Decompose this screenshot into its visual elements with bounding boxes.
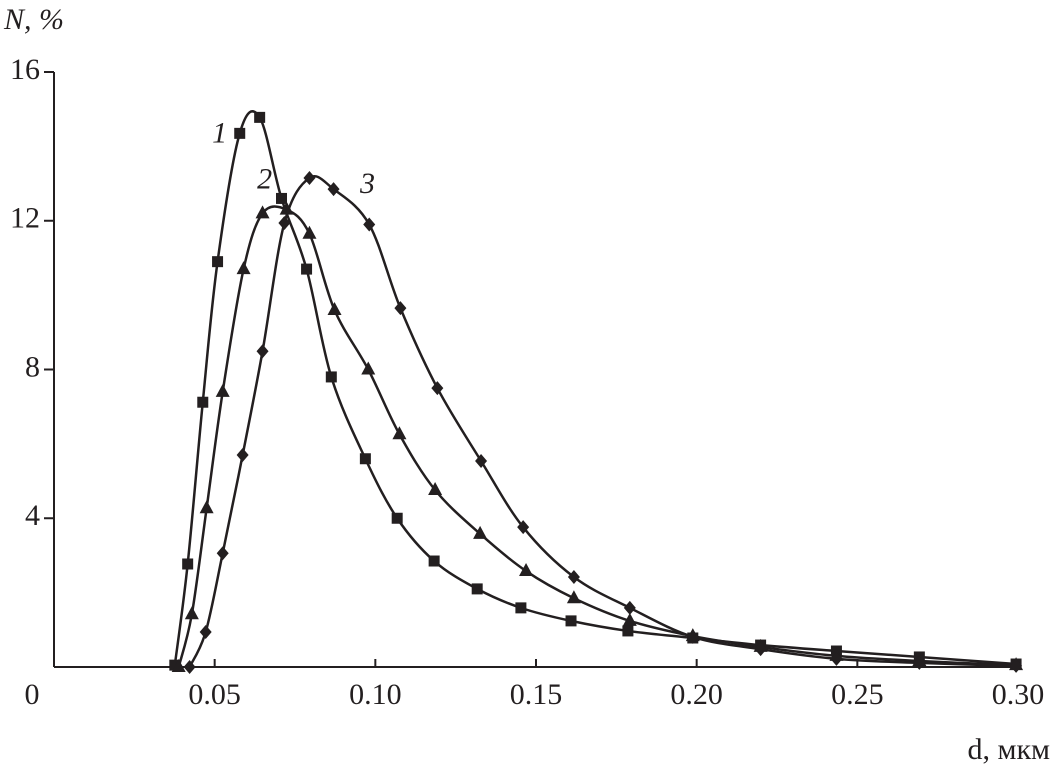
marker	[517, 520, 530, 535]
x-tick-label: 0.10	[349, 678, 402, 711]
marker	[182, 558, 194, 570]
y-tick-label: 4	[25, 499, 40, 532]
marker	[515, 602, 527, 614]
x-tick-label: 0	[25, 678, 40, 711]
x-tick-label: 0.05	[188, 678, 241, 711]
marker	[686, 629, 699, 644]
marker	[475, 453, 488, 468]
curve	[177, 205, 1017, 668]
marker	[361, 361, 376, 375]
marker	[256, 344, 269, 359]
marker	[830, 651, 843, 666]
marker	[216, 546, 229, 561]
marker	[171, 659, 186, 672]
marker	[519, 563, 534, 577]
marker	[278, 215, 291, 230]
marker	[363, 217, 376, 232]
marker	[236, 448, 249, 463]
marker	[327, 182, 340, 197]
marker	[428, 555, 440, 567]
marker	[392, 426, 407, 440]
marker	[215, 383, 230, 397]
marker	[391, 512, 403, 524]
marker	[212, 256, 224, 268]
marker	[325, 371, 337, 383]
marker	[199, 500, 214, 514]
marker	[276, 192, 288, 204]
marker	[913, 655, 926, 670]
x-axis-label: d, мкм	[967, 733, 1050, 766]
marker	[622, 625, 634, 637]
marker	[255, 205, 270, 219]
marker	[566, 590, 581, 604]
marker	[565, 615, 577, 627]
marker	[184, 606, 199, 620]
series-label: 2	[257, 162, 272, 195]
y-tick-label: 12	[10, 202, 40, 235]
marker	[183, 660, 196, 674]
x-tick-label: 0.30	[992, 678, 1045, 711]
marker	[303, 170, 316, 185]
marker	[1010, 658, 1023, 673]
marker	[754, 642, 767, 657]
curve	[173, 110, 1017, 666]
marker	[197, 396, 209, 408]
series-label: 1	[212, 116, 227, 149]
marker	[199, 625, 212, 640]
marker	[169, 659, 181, 671]
marker	[234, 127, 246, 139]
x-tick-label: 0.15	[510, 678, 563, 711]
marker	[471, 583, 483, 595]
x-tick-label: 0.20	[670, 678, 723, 711]
marker	[236, 261, 251, 275]
marker	[394, 301, 407, 316]
marker	[327, 302, 342, 315]
series-label: 3	[359, 167, 375, 200]
x-tick-label: 0.25	[831, 678, 884, 711]
curve	[188, 175, 1017, 668]
marker	[301, 263, 313, 275]
marker	[279, 201, 294, 215]
marker	[302, 225, 317, 239]
marker	[254, 111, 266, 123]
marker	[623, 600, 636, 615]
marker	[473, 525, 488, 539]
y-tick-label: 16	[10, 53, 40, 86]
marker	[428, 481, 443, 495]
marker	[431, 381, 444, 396]
marker	[359, 453, 371, 465]
marker	[622, 612, 637, 626]
y-tick-label: 8	[25, 350, 40, 383]
y-axis-label: N, %	[3, 3, 64, 36]
marker	[567, 570, 580, 585]
